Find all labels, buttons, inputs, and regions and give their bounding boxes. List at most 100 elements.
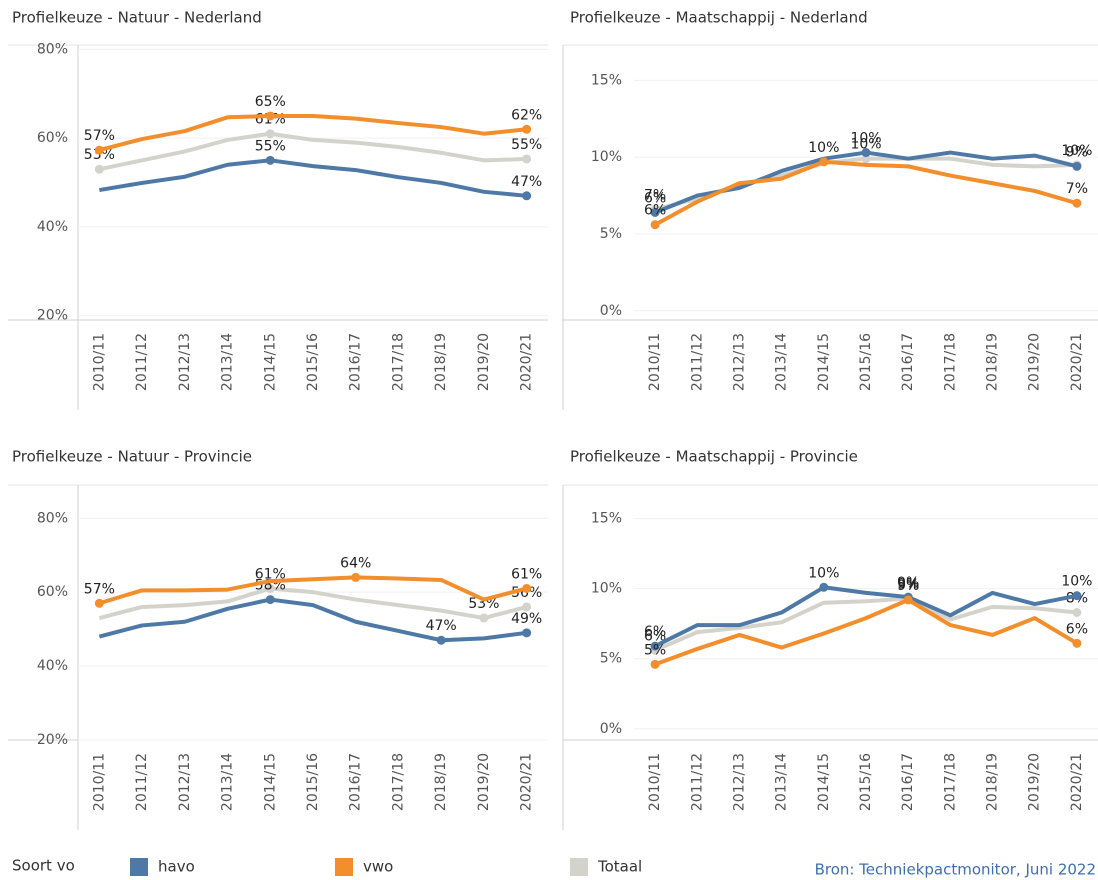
y-tick-label: 60% (37, 584, 68, 600)
value-label: 7% (644, 187, 666, 203)
series-line (99, 158, 527, 198)
point (94, 164, 104, 174)
point (265, 111, 275, 121)
x-tick-label: 2020/21 (519, 333, 535, 391)
x-tick-label: 2019/20 (476, 333, 492, 391)
chart-title: Profielkeuze - Maatschappij - Nederland (570, 9, 868, 27)
x-tick-label: 2013/14 (220, 333, 236, 391)
x-tick-label: 2018/19 (433, 753, 449, 811)
x-tick-label: 2019/20 (1027, 333, 1043, 391)
x-tick-label: 2010/11 (647, 333, 663, 391)
y-tick-label: 0% (600, 721, 622, 737)
value-label: 9% (897, 575, 919, 591)
chart-title: Profielkeuze - Natuur - Nederland (12, 9, 262, 27)
x-tick-label: 2014/15 (816, 753, 832, 811)
point (265, 595, 275, 605)
y-tick-label: 15% (591, 511, 622, 527)
x-tick-label: 2015/16 (858, 333, 874, 391)
point (650, 641, 660, 651)
legend-swatch (130, 858, 148, 876)
legend-title: Soort vo (12, 857, 75, 875)
x-tick-label: 2016/17 (348, 333, 364, 391)
x-tick-label: 2018/19 (433, 333, 449, 391)
point (522, 124, 532, 134)
value-label: 10% (850, 137, 881, 153)
y-tick-label: 80% (37, 510, 68, 526)
point (522, 191, 532, 201)
value-label: 65% (255, 94, 286, 110)
x-tick-label: 2012/13 (731, 333, 747, 391)
y-tick-label: 20% (37, 732, 68, 748)
point (351, 572, 361, 582)
series-line (98, 586, 528, 621)
x-tick-label: 2017/18 (942, 753, 958, 811)
y-tick-label: 60% (37, 130, 68, 146)
point (94, 598, 104, 608)
series-line (654, 159, 1078, 227)
x-tick-label: 2010/11 (91, 753, 107, 811)
y-tick-label: 40% (37, 219, 68, 235)
x-tick-label: 2017/18 (942, 333, 958, 391)
point (479, 613, 489, 623)
point (1072, 198, 1082, 208)
x-tick-label: 2018/19 (985, 333, 1001, 391)
legend-label: vwo (363, 858, 393, 876)
series-line (654, 596, 1078, 653)
x-tick-label: 2019/20 (476, 753, 492, 811)
x-tick-label: 2013/14 (774, 753, 790, 811)
value-label: 10% (1061, 143, 1092, 159)
series-line (98, 131, 527, 172)
x-tick-label: 2020/21 (1069, 333, 1085, 391)
x-tick-label: 2013/14 (220, 753, 236, 811)
x-tick-label: 2015/16 (858, 753, 874, 811)
value-label: 6% (644, 628, 666, 644)
x-tick-label: 2017/18 (390, 753, 406, 811)
x-tick-label: 2015/16 (305, 333, 321, 391)
point (819, 157, 829, 167)
x-tick-label: 2017/18 (390, 333, 406, 391)
y-tick-label: 10% (591, 149, 622, 165)
value-label: 62% (511, 107, 542, 123)
point (1072, 608, 1082, 617)
point (265, 583, 275, 593)
value-label: 5% (644, 642, 666, 658)
x-tick-label: 2020/21 (1069, 753, 1085, 811)
point (522, 602, 532, 612)
point (522, 583, 532, 593)
chart-title: Profielkeuze - Maatschappij - Provincie (570, 448, 858, 466)
value-label: 47% (511, 174, 542, 190)
value-label: 61% (255, 566, 286, 582)
x-tick-label: 2018/19 (985, 753, 1001, 811)
x-tick-label: 2010/11 (647, 753, 663, 811)
point (903, 595, 913, 605)
value-label: 7% (1066, 181, 1088, 197)
series-line (98, 597, 527, 643)
source: Bron: Techniekpactmonitor, Juni 2022 (815, 861, 1096, 879)
value-label: 9% (897, 578, 919, 594)
value-label: 6% (644, 203, 666, 219)
series-line (654, 597, 1078, 667)
value-label: 61% (511, 566, 542, 582)
x-tick-label: 2019/20 (1027, 753, 1043, 811)
legend-swatch (335, 858, 353, 876)
point (522, 628, 532, 638)
y-tick-label: 5% (600, 651, 622, 667)
x-tick-label: 2012/13 (177, 753, 193, 811)
y-tick-label: 80% (37, 41, 68, 57)
point (650, 220, 660, 230)
value-label: 53% (84, 147, 115, 163)
value-label: 10% (850, 131, 881, 147)
point (1072, 591, 1082, 601)
x-tick-label: 2020/21 (519, 753, 535, 811)
x-tick-label: 2014/15 (262, 753, 278, 811)
x-tick-label: 2012/13 (731, 753, 747, 811)
point (650, 207, 660, 217)
point (522, 154, 532, 164)
x-tick-label: 2016/17 (900, 333, 916, 391)
point (94, 145, 104, 155)
value-label: 10% (1061, 574, 1092, 590)
series-line (654, 585, 1078, 648)
value-label: 53% (468, 596, 499, 612)
x-tick-label: 2014/15 (262, 333, 278, 391)
